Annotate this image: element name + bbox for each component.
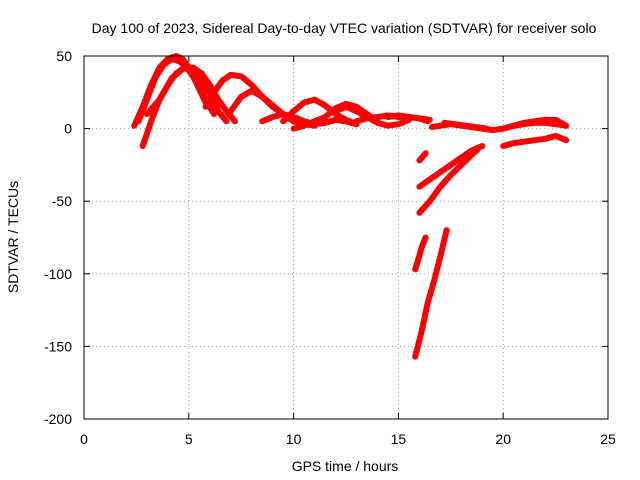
series-line-arc-17 bbox=[412, 227, 450, 360]
series-line-arc-20 bbox=[500, 132, 570, 149]
plot-frame bbox=[83, 55, 609, 420]
series-line-arc-21 bbox=[510, 116, 570, 129]
y-axis-label: SDTVAR / TECUs bbox=[5, 181, 21, 293]
y-tick-label: -50 bbox=[52, 193, 72, 209]
x-tick-label: 0 bbox=[80, 431, 88, 447]
chart-title: Day 100 of 2023, Sidereal Day-to-day VTE… bbox=[92, 20, 597, 36]
series-line-arc-14 bbox=[416, 143, 486, 190]
series-line-arc-8 bbox=[280, 96, 360, 128]
series-line-arc-13 bbox=[416, 150, 429, 164]
series-line-arc-19 bbox=[441, 119, 490, 132]
y-tick-label: -200 bbox=[44, 411, 72, 427]
x-tick-label: 15 bbox=[391, 431, 407, 447]
x-tick-label: 25 bbox=[600, 431, 616, 447]
series-line-arc-6 bbox=[227, 87, 318, 129]
series-line-arc-15 bbox=[416, 145, 481, 216]
y-tick-label: 50 bbox=[56, 48, 72, 64]
x-axis-label: GPS time / hours bbox=[292, 458, 399, 474]
grid bbox=[84, 56, 608, 419]
plot-area bbox=[131, 53, 570, 360]
y-tick-label: 0 bbox=[64, 121, 72, 137]
series-line-arc-12 bbox=[384, 112, 431, 125]
x-tick-label: 10 bbox=[286, 431, 302, 447]
series-line-arc-16 bbox=[412, 234, 429, 273]
x-tick-label: 5 bbox=[185, 431, 193, 447]
x-tick-label: 20 bbox=[495, 431, 511, 447]
axis-ticks: 50 0 -50 -100 -150 -200 0 5 10 15 20 25 bbox=[44, 48, 616, 447]
y-tick-label: -150 bbox=[44, 338, 72, 354]
y-tick-label: -100 bbox=[44, 266, 72, 282]
series-line-arc-2 bbox=[135, 55, 217, 125]
series-line-arc-4 bbox=[143, 64, 238, 125]
